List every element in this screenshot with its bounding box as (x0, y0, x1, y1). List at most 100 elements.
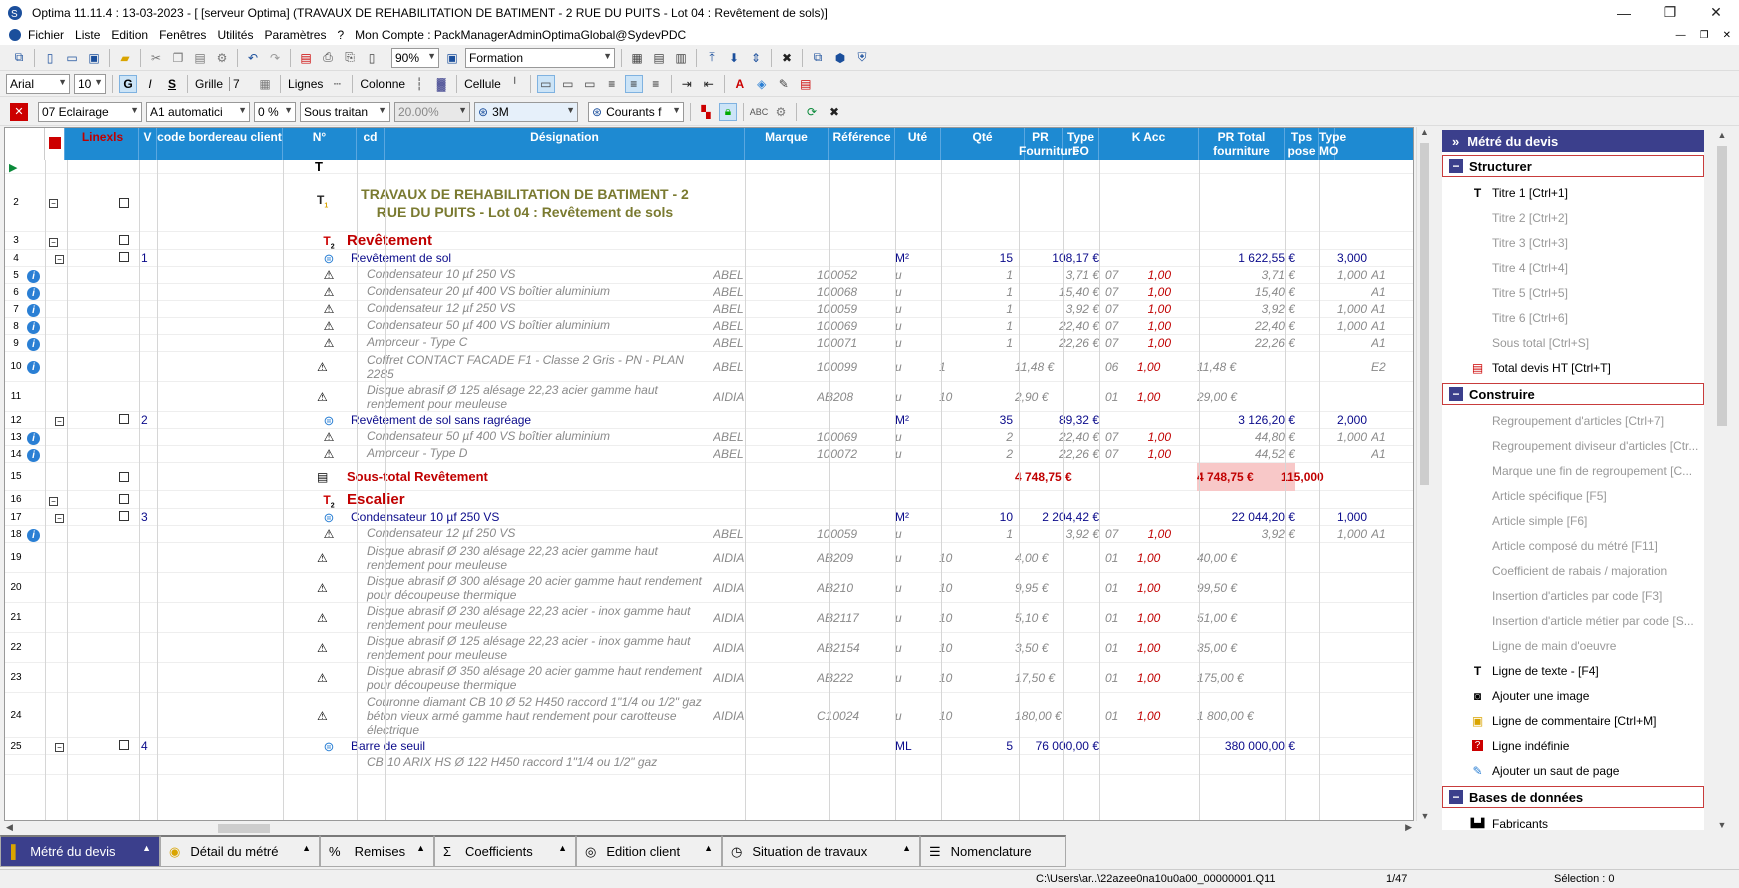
scroll-right-icon[interactable]: ▶ (1405, 822, 1412, 832)
tab-edition-client[interactable]: ◎ Edition client ▲ (576, 835, 722, 867)
hscroll-thumb[interactable] (218, 824, 270, 833)
font-color-icon[interactable]: A (735, 76, 745, 91)
mode-select[interactable]: A1 automatici ▼ (146, 101, 250, 122)
save-icon[interactable]: ▣ (88, 50, 100, 65)
panel-item[interactable]: Titre 2 [Ctrl+2] (1442, 205, 1704, 230)
column-header[interactable]: Qté (941, 128, 1025, 160)
table-row[interactable]: 8 i ⚠ Condensateur 50 µf 400 VS boîtier alu… (5, 318, 1413, 335)
cut-icon[interactable]: ✂ (150, 50, 162, 65)
panel-item[interactable]: Sous total [Ctrl+S] (1442, 330, 1704, 355)
pdf-icon[interactable]: ▤ (300, 50, 312, 65)
scroll-up-icon[interactable]: ▲ (1420, 127, 1429, 137)
validate-checkbox[interactable] (119, 232, 133, 250)
menu-parametres[interactable]: Paramètres (264, 28, 327, 42)
panel-item[interactable]: Insertion d'article métier par code [S..… (1442, 608, 1704, 633)
undo-icon[interactable]: ↶ (247, 50, 259, 65)
view-select[interactable]: Formation ▼ (465, 47, 615, 68)
menu-edition[interactable]: Edition (111, 28, 149, 42)
table-row[interactable]: 9 i ⚠ Amorceur - Type C ABEL 100071 u 1 22,26 € 0… (5, 335, 1413, 352)
copy-icon[interactable]: ❐ (172, 50, 184, 65)
menu-fichier[interactable]: Fichier (28, 28, 65, 42)
clear-format-icon[interactable]: ▤ (800, 76, 812, 91)
align-left-icon[interactable]: ≡ (608, 76, 616, 91)
table-row[interactable]: 2 − T1 TRAVAUX DE REHABILITATION DE BATIMEN… (5, 174, 1413, 232)
tab-coefficients[interactable]: Σ Coefficients ▲ (434, 835, 576, 867)
table-row[interactable]: CB 10 ARIX HS Ø 122 H450 raccord 1"1/4 o… (5, 755, 1413, 775)
panel-item[interactable]: Article spécifique [F5] (1442, 483, 1704, 508)
copy-doc-icon[interactable]: ▭ (66, 50, 78, 65)
column-header[interactable]: code bordereau client (157, 128, 283, 160)
lot-select[interactable]: 07 Eclairage ▼ (38, 101, 142, 122)
table-row[interactable]: 18 i ⚠ Condensateur 12 µf 250 VS ABEL 100059 u… (5, 526, 1413, 543)
column-header[interactable]: Marque (745, 128, 829, 160)
panel-item[interactable]: Regroupement d'articles [Ctrl+7] (1442, 408, 1704, 433)
paste-icon[interactable]: ▤ (194, 50, 206, 65)
scroll-down-icon[interactable]: ▼ (1420, 811, 1430, 821)
rate-select[interactable]: 20.00% ▼ (394, 101, 470, 122)
brush-icon[interactable]: ✎ (778, 76, 789, 91)
validate-checkbox[interactable] (119, 491, 133, 509)
grid-vscrollbar[interactable]: ▲ ▼ (1416, 127, 1432, 821)
panel-item[interactable]: Titre 6 [Ctrl+6] (1442, 305, 1704, 330)
panel-section-0[interactable]: − Structurer (1442, 155, 1704, 177)
table-row[interactable]: 5 i ⚠ Condensateur 10 µf 250 VS ABEL 100052 u 1… (5, 267, 1413, 284)
columns-view-icon[interactable]: ▥ (675, 50, 687, 65)
mdi-close-button[interactable]: ✕ (1722, 29, 1731, 41)
bold-button[interactable]: G (119, 74, 137, 93)
settings-icon[interactable]: ⚙ (775, 104, 787, 119)
format-painter-icon[interactable]: ⚙ (216, 50, 228, 65)
column-header[interactable]: Type MO (1319, 128, 1347, 160)
table-row[interactable]: 6 i ⚠ Condensateur 20 µf 400 VS boîtier alu… (5, 284, 1413, 301)
panel-item[interactable]: Article composé du métré [F11] (1442, 533, 1704, 558)
table-row[interactable]: 17 − 3 ⊜ Condensateur 10 µf 250 VS M² 10 2 204,… (5, 509, 1413, 526)
validate-checkbox[interactable] (119, 509, 133, 526)
grid-hscrollbar[interactable]: ◀ ▶ (4, 822, 1416, 835)
font-select[interactable]: Arial ▼ (6, 73, 70, 94)
panel-item[interactable]: ▙▟ Fabricants (1442, 811, 1704, 836)
validate-checkbox[interactable] (119, 463, 133, 491)
brand-select[interactable]: ⊛ 3M ▼ (474, 101, 578, 122)
redo-icon[interactable]: ↷ (269, 50, 281, 65)
app-menu-icon[interactable] (6, 26, 24, 44)
scroll-up-icon[interactable]: ▲ (1717, 130, 1727, 140)
table-row[interactable]: 22 ⚠ Disque abrasif Ø 125 alésage 22,23 ac… (5, 633, 1413, 663)
panel-item[interactable]: Marque une fin de regroupement [C... (1442, 458, 1704, 483)
panel-section-1[interactable]: − Construire (1442, 383, 1704, 405)
move-top-icon[interactable]: ⤒ (709, 50, 715, 64)
menu-liste[interactable]: Liste (75, 28, 101, 42)
lock-icon[interactable]: 🔒︎ (719, 102, 737, 121)
mdi-minimize-button[interactable]: — (1675, 29, 1686, 41)
column-header[interactable]: Référence (829, 128, 895, 160)
save-view-icon[interactable]: ▣ (446, 50, 458, 65)
panel-item[interactable]: Ligne de main d'oeuvre (1442, 633, 1704, 658)
border-bottom-icon[interactable]: ▭ (584, 76, 596, 91)
column-header[interactable]: Uté (895, 128, 941, 160)
table-row[interactable]: 10 i ⚠ Coffret CONTACT FACADE F1 - Classe 2… (5, 352, 1413, 382)
tools-icon[interactable]: ✖ (781, 50, 793, 65)
header-delete-icon[interactable] (45, 128, 65, 160)
move-down-icon[interactable]: ⬇ (728, 50, 740, 65)
column-header[interactable]: Tps pose unitaire (1285, 128, 1329, 172)
panel-item[interactable]: ? Ligne indéfinie (1442, 733, 1704, 758)
shield-icon[interactable]: ⛨ (857, 50, 867, 64)
window-icon[interactable]: ⧉ (14, 50, 24, 64)
column-header[interactable]: PR Fourniture unitaire (1019, 128, 1079, 172)
grid-icon[interactable]: ▦ (259, 76, 271, 91)
panel-header[interactable]: » Métré du devis (1442, 130, 1704, 152)
percent-select[interactable]: 0 % ▼ (254, 101, 296, 122)
align-center-icon[interactable]: ≡ (624, 74, 643, 93)
panel-item[interactable]: T Ligne de texte - [F4] (1442, 658, 1704, 683)
move-updown-icon[interactable]: ⇕ (750, 50, 762, 65)
table-row[interactable]: 11 ⚠ Disque abrasif Ø 125 alésage 22,23 ac… (5, 382, 1413, 412)
panel-item[interactable]: Regroupement diviseur d'articles [Ctr... (1442, 433, 1704, 458)
print-icon[interactable]: ⎙ (323, 50, 333, 64)
table-row[interactable]: 13 i ⚠ Condensateur 50 µf 400 VS boîtier al… (5, 429, 1413, 446)
column-header[interactable]: Type FO (1063, 128, 1099, 160)
mdi-restore-button[interactable]: ❐ (1699, 29, 1709, 41)
scroll-thumb[interactable] (1420, 143, 1429, 485)
table-row[interactable]: 16 − T2 Escalier (5, 491, 1413, 509)
windows-icon[interactable]: ⧉ (813, 50, 823, 64)
table-row[interactable]: 15 ▤ Sous-total Revêtement 4 748,75 € 4 748,… (5, 463, 1413, 491)
panel-item[interactable]: Article simple [F6] (1442, 508, 1704, 533)
table-row[interactable]: 20 ⚠ Disque abrasif Ø 300 alésage 20 acier… (5, 573, 1413, 603)
